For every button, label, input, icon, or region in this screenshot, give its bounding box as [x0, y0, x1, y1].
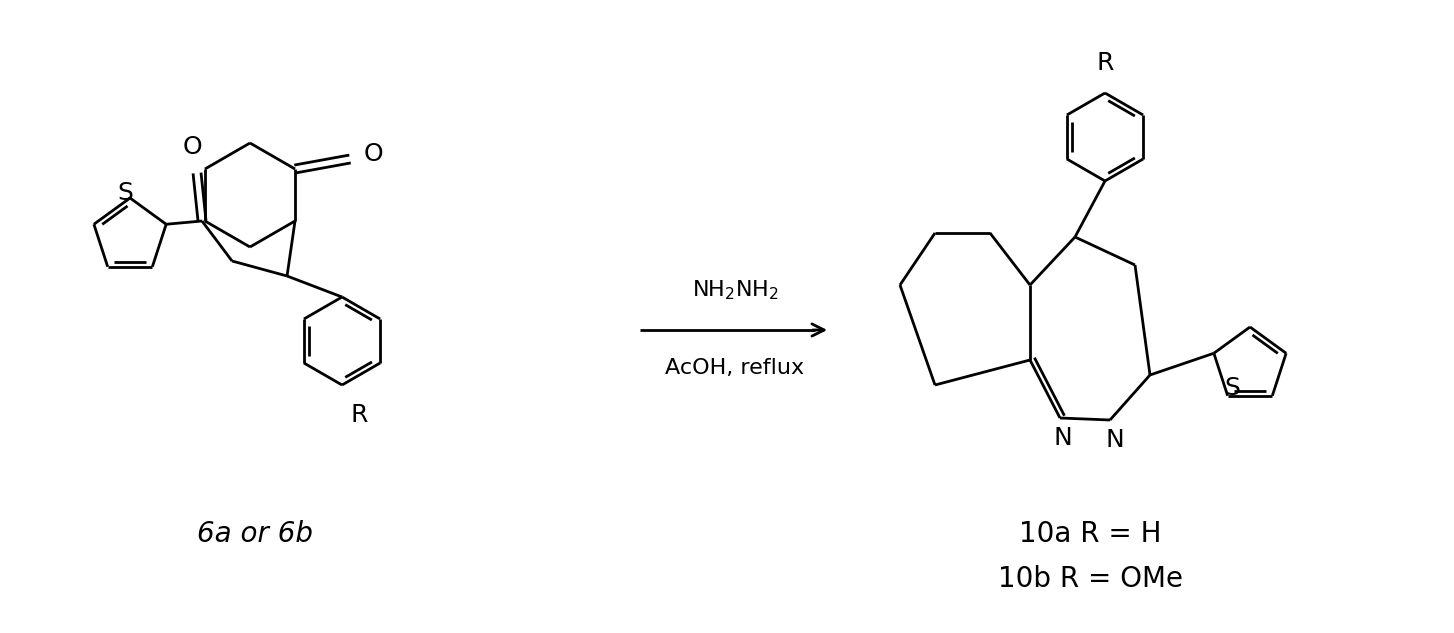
Text: R: R	[1096, 51, 1114, 75]
Text: O: O	[364, 142, 384, 166]
Text: N: N	[1105, 428, 1124, 452]
Text: N: N	[1054, 426, 1073, 450]
Text: 10b R = OMe: 10b R = OMe	[997, 565, 1182, 593]
Text: S: S	[1224, 376, 1240, 400]
Text: R: R	[350, 403, 368, 427]
Text: S: S	[118, 181, 132, 205]
Text: 6a or 6b: 6a or 6b	[196, 520, 313, 548]
Text: NH$_2$NH$_2$: NH$_2$NH$_2$	[692, 279, 778, 302]
Text: AcOH, reflux: AcOH, reflux	[666, 358, 804, 378]
Text: 10a R = H: 10a R = H	[1019, 520, 1162, 548]
Text: O: O	[182, 135, 202, 159]
